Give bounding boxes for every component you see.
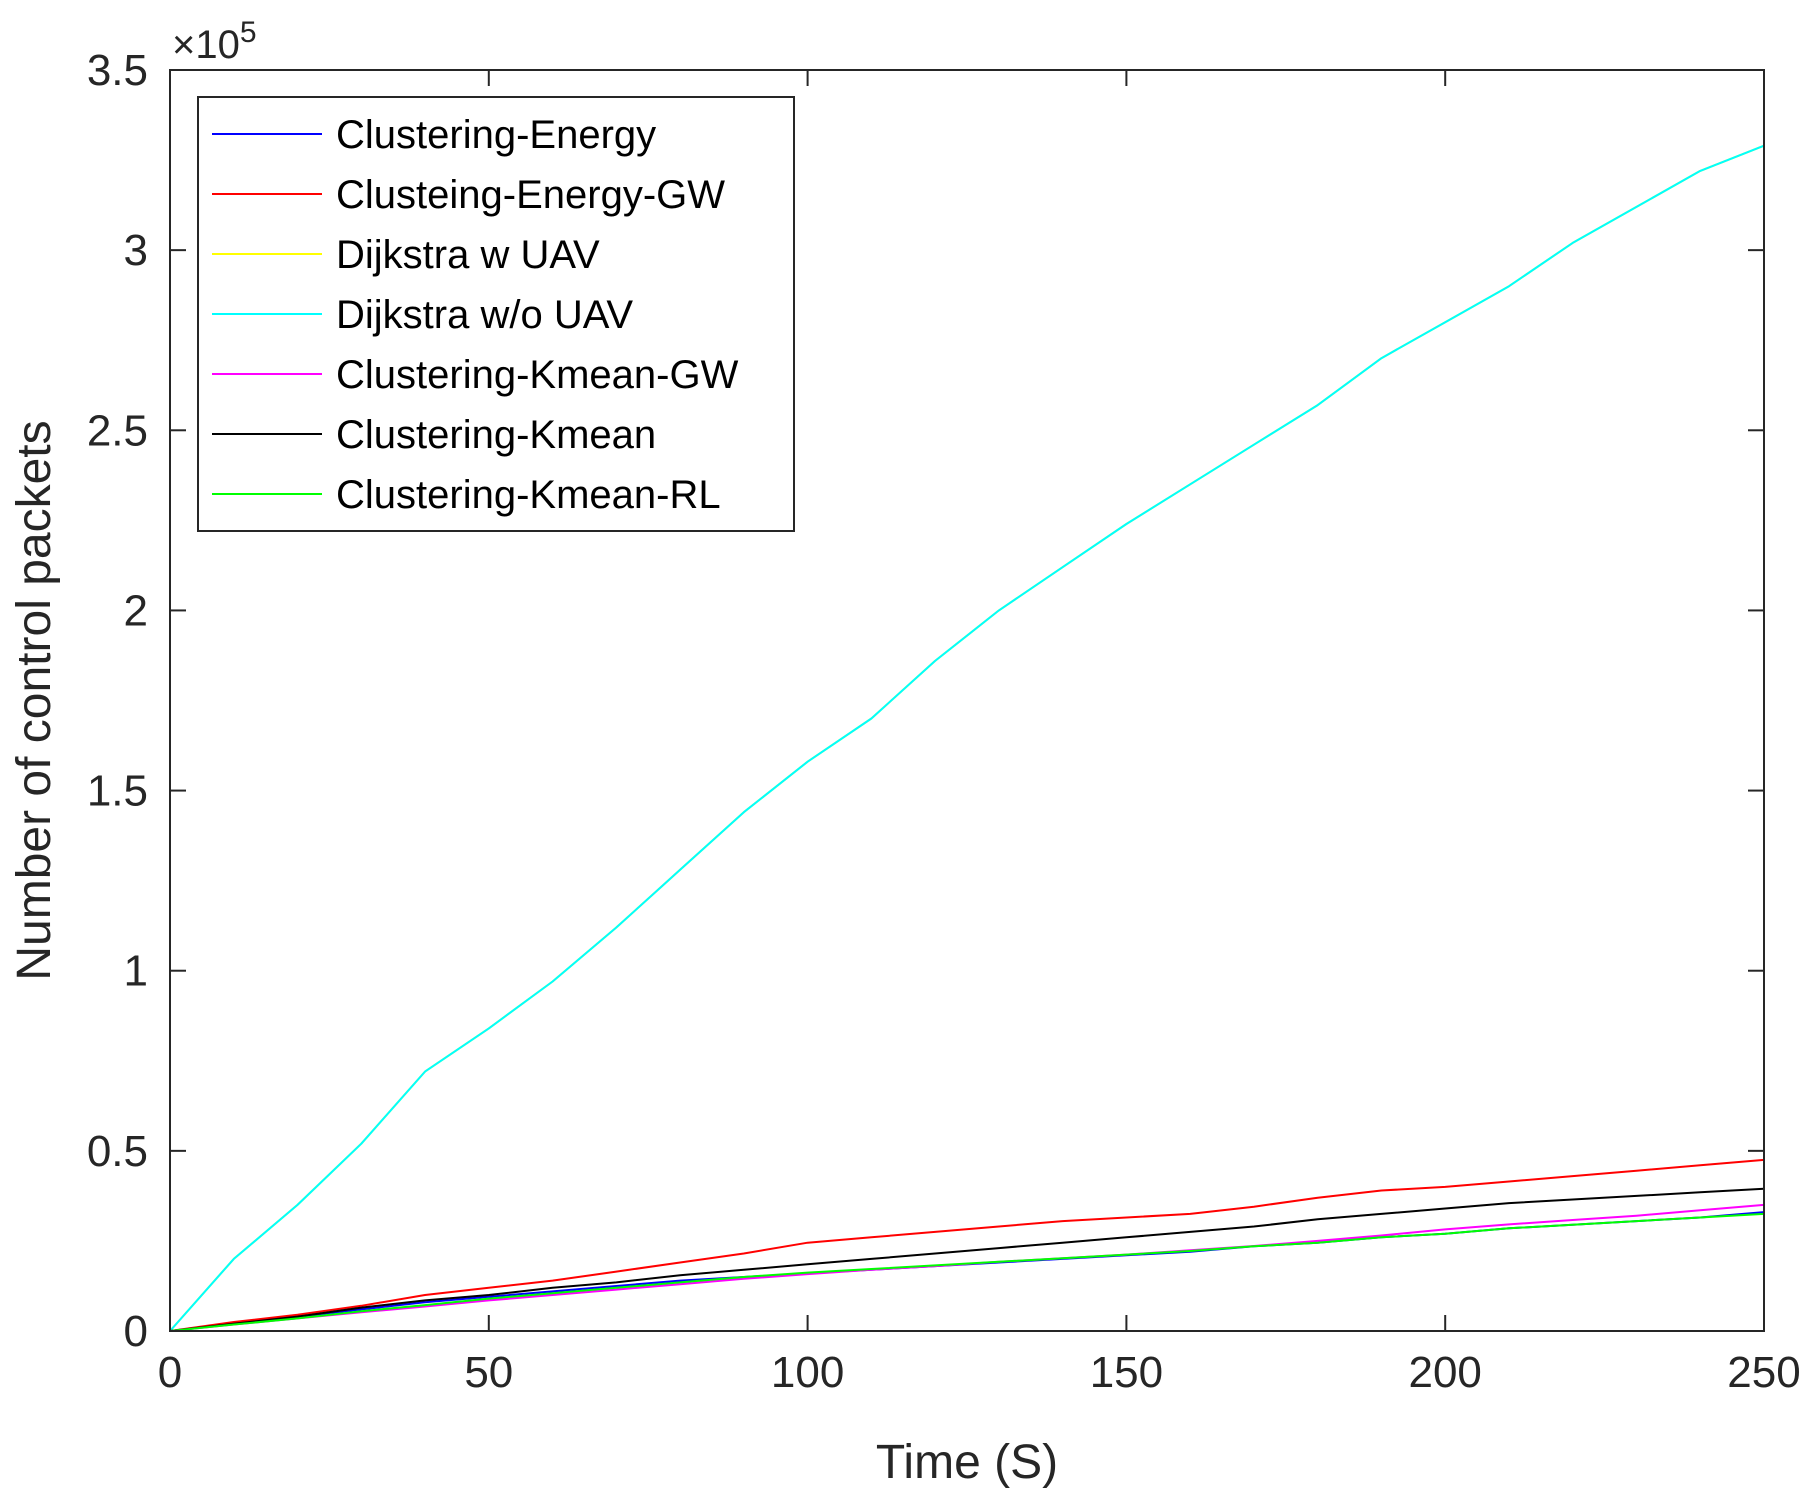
legend-label-clustering-kmean-rl: Clustering-Kmean-RL <box>336 473 721 517</box>
legend-label-dijkstra-w-uav: Dijkstra w UAV <box>336 233 600 277</box>
series-line-clusteing-energy-gw <box>169 1158 1765 1332</box>
y-tick-label: 1 <box>124 947 148 996</box>
series-line-clustering-kmean <box>169 1187 1765 1332</box>
y-multiplier-base: ×10 <box>172 23 240 67</box>
x-tick-label: 200 <box>1408 1348 1481 1397</box>
legend-label-clustering-kmean-gw: Clustering-Kmean-GW <box>336 353 739 397</box>
ticks-layer <box>169 69 1765 1332</box>
y-tick-label: 1.5 <box>87 767 148 816</box>
y-tick-label: 0.5 <box>87 1127 148 1176</box>
x-tick-label: 150 <box>1090 1348 1163 1397</box>
y-axis-label: Number of control packets <box>8 420 61 980</box>
y-tick-label: 2.5 <box>87 406 148 455</box>
legend-label-clusteing-energy-gw: Clusteing-Energy-GW <box>336 173 725 217</box>
series-layer <box>169 144 1765 1332</box>
x-tick-label: 250 <box>1727 1348 1800 1397</box>
legend: Clustering-Energy Clusteing-Energy-GW Dijk… <box>197 96 795 532</box>
series-line-clustering-kmean-rl <box>169 1212 1765 1332</box>
x-tick-label: 100 <box>771 1348 844 1397</box>
legend-label-clustering-energy: Clustering-Energy <box>336 113 656 157</box>
series-line-dijkstra-w-o-uav <box>169 144 1765 1332</box>
y-tick-label: 0 <box>124 1307 148 1356</box>
legend-label-dijkstra-w-o-uav: Dijkstra w/o UAV <box>336 293 633 337</box>
y-tick-label: 3 <box>124 226 148 275</box>
y-multiplier-exponent: 5 <box>240 16 257 49</box>
legend-items: Clustering-Energy Clusteing-Energy-GW Dijk… <box>212 113 739 517</box>
y-tick-label: 3.5 <box>87 46 148 95</box>
legend-label-clustering-kmean: Clustering-Kmean <box>336 413 656 457</box>
x-tick-label: 50 <box>464 1348 513 1397</box>
plot-frame <box>169 69 1765 1332</box>
x-tick-label: 0 <box>158 1348 182 1397</box>
y-axis-multiplier: ×105 <box>172 16 257 67</box>
y-tick-label: 2 <box>124 586 148 635</box>
tick-labels-layer: 0 50 100 150 200 250 0 0.5 1 1.5 2 2.5 3 3.5 <box>87 46 1801 1397</box>
x-axis-label: Time (S) <box>876 1436 1058 1489</box>
